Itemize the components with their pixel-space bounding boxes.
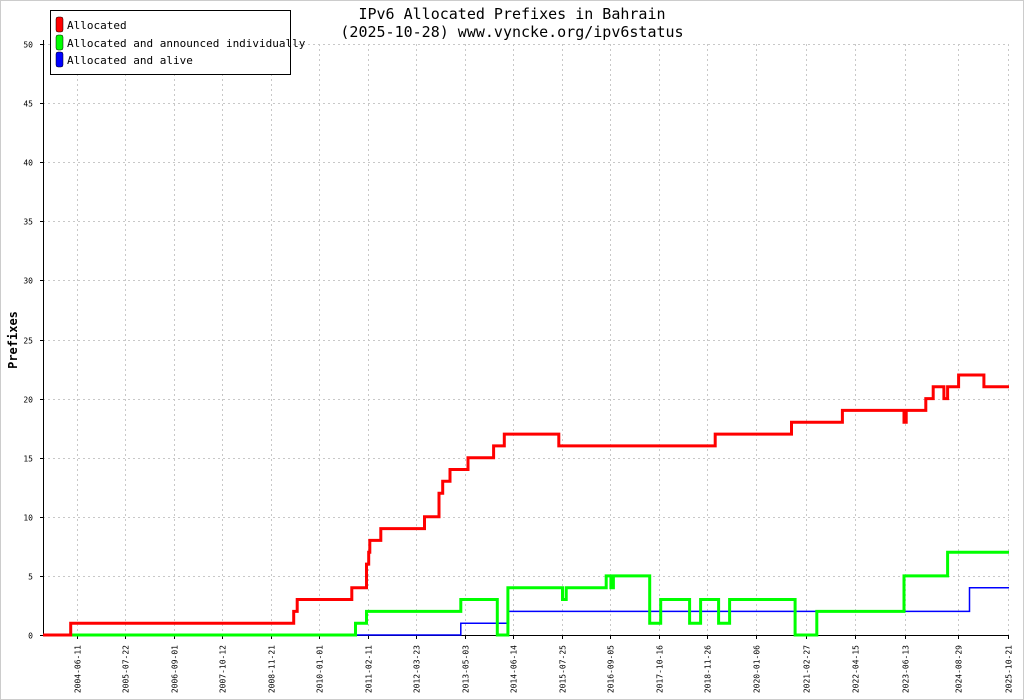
x-tick-label: 2020-01-06 (753, 645, 762, 693)
x-tick-label: 2022-04-15 (852, 645, 861, 693)
axes: 0 5 10 15 20 25 30 35 40 45 50 2004-06-11 2005-07-22… (23, 40, 1014, 693)
x-tick-label: 2008-11-21 (268, 645, 277, 693)
x-tick-label: 2011-02-11 (365, 645, 374, 693)
series-line-1 (43, 373, 1009, 637)
x-tick-label: 2018-11-26 (704, 645, 713, 693)
y-tick-label: 35 (23, 218, 33, 227)
legend-label: Allocated and alive (67, 54, 193, 67)
x-tick-label: 2007-10-12 (219, 645, 228, 693)
y-tick-label: 25 (23, 337, 33, 346)
x-tick-label: 2024-08-29 (955, 645, 964, 693)
y-tick-label: 30 (23, 277, 33, 286)
legend-entry: Allocated (55, 16, 127, 33)
legend-swatch (55, 16, 64, 33)
y-tick-label: 50 (23, 41, 33, 50)
y-axis-label: Prefixes (6, 311, 20, 369)
series-line-2 (43, 550, 1009, 637)
legend-label: Allocated (67, 19, 127, 32)
x-tick-label: 2005-07-22 (122, 645, 131, 693)
y-tick-label: 5 (28, 573, 33, 582)
y-tick-label: 40 (23, 159, 33, 168)
x-tick-label: 2006-09-01 (171, 645, 180, 693)
y-tick-label: 20 (23, 396, 33, 405)
chart-title: IPv6 Allocated Prefixes in Bahrain (358, 5, 665, 23)
x-tick-label: 2023-06-13 (902, 645, 911, 693)
legend-swatch (55, 51, 64, 68)
x-tick-label: 2025-10-21 (1005, 645, 1014, 693)
x-tick-label: 2017-10-16 (656, 645, 665, 693)
x-tick-label: 2016-09-05 (607, 645, 616, 693)
legend-entry: Allocated and alive (55, 51, 193, 68)
x-tick-label: 2013-05-03 (462, 645, 471, 693)
series-layer (43, 373, 1009, 637)
legend: Allocated Allocated and announced indivi… (50, 10, 306, 75)
x-tick-label: 2021-02-27 (803, 645, 812, 693)
y-tick-label: 45 (23, 100, 33, 109)
grid (43, 44, 1009, 635)
y-tick-label: 10 (23, 514, 33, 523)
x-tick-label: 2012-03-23 (413, 645, 422, 693)
legend-box (50, 10, 291, 75)
y-tick-label: 15 (23, 455, 33, 464)
legend-swatch (55, 34, 64, 51)
legend-entry: Allocated and announced individually (55, 34, 306, 51)
chart-subtitle: (2025-10-28) www.vyncke.org/ipv6status (340, 23, 683, 41)
x-tick-label: 2004-06-11 (74, 645, 83, 693)
y-tick-label: 0 (28, 632, 33, 641)
x-tick-label: 2015-07-25 (559, 645, 568, 693)
x-tick-label: 2010-01-01 (316, 645, 325, 693)
legend-label: Allocated and announced individually (67, 37, 306, 50)
x-tick-label: 2014-06-14 (510, 645, 519, 693)
